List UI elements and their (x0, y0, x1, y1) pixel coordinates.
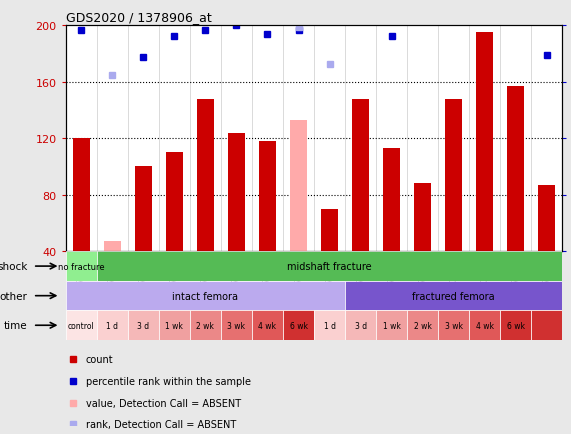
Text: 2 wk: 2 wk (196, 321, 214, 330)
Bar (66, 281, 345, 311)
Bar (73, 139, 90, 252)
Bar (221, 311, 252, 340)
Text: count: count (86, 354, 113, 364)
Bar (314, 311, 345, 340)
Bar (252, 311, 283, 340)
Text: 3 wk: 3 wk (445, 321, 463, 330)
Text: control: control (68, 321, 95, 330)
Bar (190, 311, 221, 340)
Text: other: other (0, 291, 27, 301)
Text: 2 wk: 2 wk (414, 321, 432, 330)
Bar (445, 99, 463, 252)
Bar (166, 153, 183, 252)
Text: 1 d: 1 d (324, 321, 336, 330)
Text: 6 wk: 6 wk (289, 321, 308, 330)
Text: GDS2020 / 1378906_at: GDS2020 / 1378906_at (66, 10, 211, 23)
Bar (476, 33, 493, 252)
Text: shock: shock (0, 262, 27, 271)
Bar (414, 184, 431, 252)
Bar (507, 87, 524, 252)
Text: 6 wk: 6 wk (507, 321, 525, 330)
Text: 4 wk: 4 wk (476, 321, 494, 330)
Bar (228, 133, 245, 252)
Bar (159, 311, 190, 340)
Bar (376, 311, 407, 340)
Text: 4 wk: 4 wk (259, 321, 276, 330)
Bar (283, 311, 314, 340)
Text: midshaft fracture: midshaft fracture (287, 262, 372, 271)
Text: 3 wk: 3 wk (227, 321, 246, 330)
Text: 1 d: 1 d (106, 321, 118, 330)
Bar (321, 209, 338, 252)
Bar (439, 311, 469, 340)
Bar (135, 167, 152, 252)
Bar (500, 311, 532, 340)
Bar (383, 149, 400, 252)
Bar (352, 99, 369, 252)
Bar (104, 242, 121, 252)
Bar (197, 99, 214, 252)
Text: 1 wk: 1 wk (383, 321, 401, 330)
Bar (259, 141, 276, 252)
Text: no fracture: no fracture (58, 262, 104, 271)
Text: percentile rank within the sample: percentile rank within the sample (86, 376, 251, 386)
Bar (96, 311, 128, 340)
Text: fractured femora: fractured femora (412, 291, 495, 301)
Text: time: time (4, 321, 27, 330)
Text: 1 wk: 1 wk (166, 321, 183, 330)
Bar (469, 311, 500, 340)
Bar (128, 311, 159, 340)
Text: intact femora: intact femora (172, 291, 238, 301)
Bar (66, 252, 96, 281)
Bar (407, 311, 438, 340)
Bar (345, 281, 562, 311)
Bar (66, 311, 96, 340)
Bar (345, 311, 376, 340)
Text: rank, Detection Call = ABSENT: rank, Detection Call = ABSENT (86, 419, 236, 429)
Bar (290, 121, 307, 252)
Bar (538, 185, 556, 252)
Text: value, Detection Call = ABSENT: value, Detection Call = ABSENT (86, 398, 240, 408)
Bar (532, 311, 562, 340)
Text: 3 d: 3 d (355, 321, 367, 330)
Text: 3 d: 3 d (137, 321, 150, 330)
